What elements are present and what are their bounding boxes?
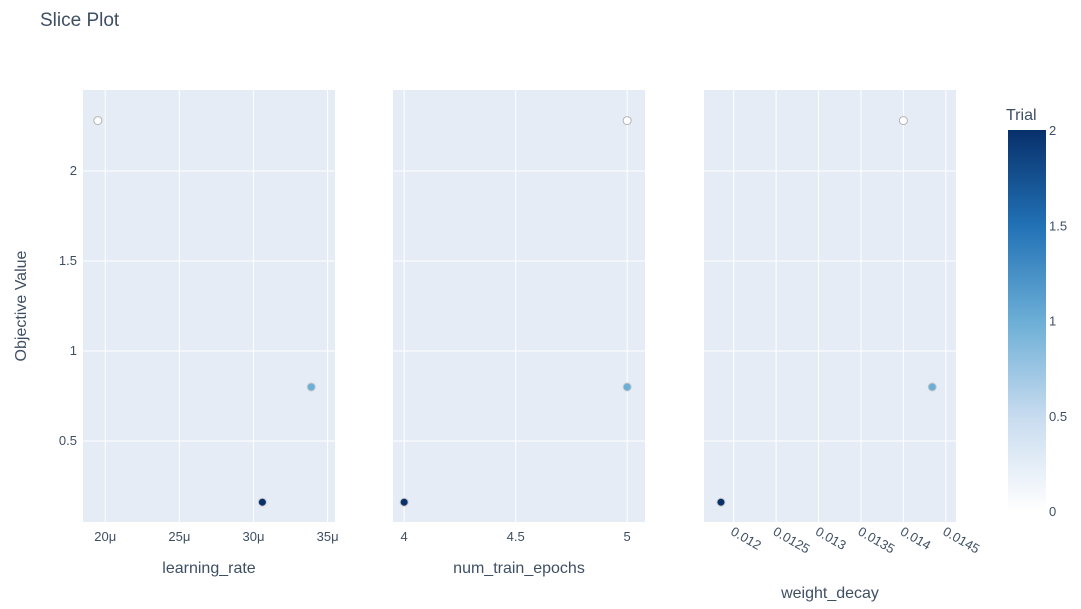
data-point — [622, 382, 632, 392]
plot-background — [393, 90, 645, 522]
plot-background — [83, 90, 335, 522]
x-tick-label: 5 — [624, 529, 631, 544]
subplot-learning_rate: 0.5 1 1.5 2 20μ 25μ 30μ 35μ learning_rate — [59, 90, 339, 577]
colorbar-tick-label: 0 — [1049, 504, 1056, 519]
data-point — [306, 382, 316, 392]
y-tick-label: 2 — [70, 163, 77, 178]
x-tick-label: 0.012 — [728, 524, 764, 553]
colorbar-gradient — [1008, 130, 1046, 511]
data-point — [399, 497, 409, 507]
x-tick-label: 0.0135 — [855, 524, 897, 557]
data-point — [898, 116, 908, 126]
colorbar: Trial 0 0.5 1 1.5 2 — [1006, 107, 1067, 519]
x-tick-label: 30μ — [242, 529, 264, 544]
x-axis-label: weight_decay — [780, 585, 879, 602]
x-axis-label: learning_rate — [162, 560, 256, 577]
subplots: 0.5 1 1.5 2 20μ 25μ 30μ 35μ learning_rate 4 4.5 5 nu… — [59, 90, 982, 602]
data-point — [257, 497, 267, 507]
colorbar-tick-label: 2 — [1049, 123, 1056, 138]
x-tick-label: 0.0145 — [940, 524, 982, 557]
colorbar-tick-label: 0.5 — [1049, 409, 1067, 424]
x-tick-label: 0.013 — [813, 524, 849, 553]
y-axis-label: Objective Value — [13, 250, 30, 361]
y-tick-label: 0.5 — [59, 433, 77, 448]
x-tick-label: 0.014 — [898, 524, 934, 553]
data-point — [716, 497, 726, 507]
subplot-num_train_epochs: 4 4.5 5 num_train_epochs — [393, 90, 645, 577]
x-tick-label: 20μ — [94, 529, 116, 544]
x-tick-label: 4.5 — [507, 529, 525, 544]
chart-title: Slice Plot — [40, 10, 120, 31]
colorbar-tick-label: 1.5 — [1049, 218, 1067, 233]
y-tick-label: 1.5 — [59, 253, 77, 268]
data-point — [622, 116, 632, 126]
colorbar-tick-label: 1 — [1049, 314, 1056, 329]
x-tick-label: 25μ — [168, 529, 190, 544]
data-point — [927, 382, 937, 392]
subplot-weight_decay: 0.012 0.0125 0.013 0.0135 0.014 0.0145 weight_… — [704, 90, 982, 602]
data-point — [93, 116, 103, 126]
y-tick-label: 1 — [70, 343, 77, 358]
x-axis-label: num_train_epochs — [453, 560, 585, 577]
x-tick-label: 4 — [401, 529, 408, 544]
plot-background — [704, 90, 956, 522]
x-tick-label: 35μ — [317, 529, 339, 544]
colorbar-title: Trial — [1006, 107, 1037, 124]
x-tick-label: 0.0125 — [771, 524, 813, 557]
